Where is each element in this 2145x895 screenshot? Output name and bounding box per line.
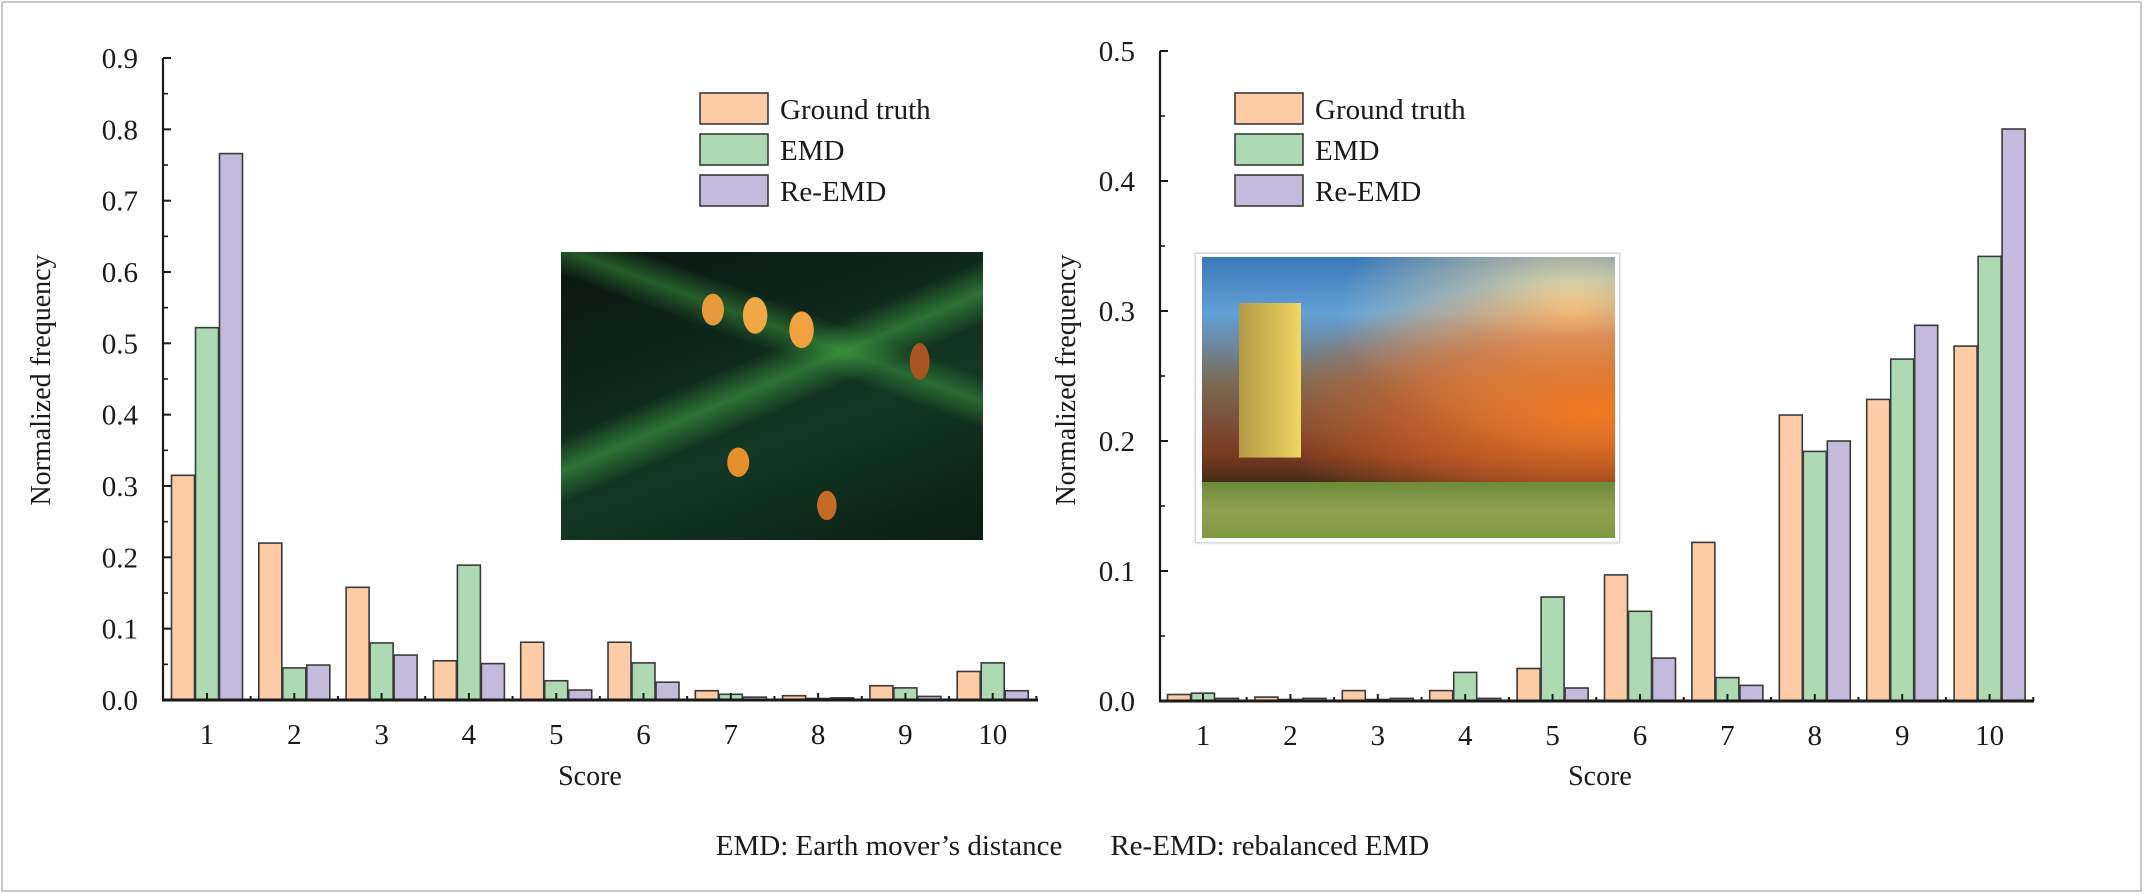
x-tick-label: 3: [374, 719, 389, 751]
y-tick-label: 0.5: [102, 328, 138, 360]
x-tick-label: 1: [1196, 720, 1211, 752]
x-tick-label: 6: [1633, 720, 1648, 752]
y-tick-label: 0.2: [1099, 426, 1135, 458]
x-tick-label: 6: [636, 719, 651, 751]
legend-left: Ground truth EMD Re-EMD: [699, 92, 931, 208]
x-axis-title: Score: [1568, 761, 1632, 792]
legend-swatch-emd: [699, 133, 769, 166]
y-tick-label: 0.0: [102, 685, 138, 717]
y-tick-label: 0.4: [102, 400, 139, 432]
y-tick-label: 0.0: [1099, 686, 1135, 718]
legend-label: Re-EMD: [1315, 176, 1421, 208]
x-tick-label: 5: [1545, 720, 1560, 752]
y-tick-label: 0.1: [102, 614, 138, 646]
figure-caption: EMD: Earth mover’s distance Re-EMD: rebal…: [0, 830, 2145, 863]
legend-label: EMD: [780, 135, 844, 167]
caption-re-emd: Re-EMD: rebalanced EMD: [1110, 830, 1430, 862]
x-tick-label: 4: [462, 719, 477, 751]
legend-swatch-emd: [1234, 133, 1304, 166]
caption-emd: EMD: Earth mover’s distance: [715, 830, 1063, 862]
x-tick-label: 7: [1720, 720, 1735, 752]
legend-swatch-ground-truth: [699, 92, 769, 125]
x-tick-label: 1: [200, 719, 215, 751]
y-tick-label: 0.5: [1099, 36, 1135, 68]
legend-right: Ground truth EMD Re-EMD: [1234, 92, 1466, 208]
y-tick-label: 0.6: [102, 257, 138, 289]
y-tick-label: 0.2: [102, 542, 138, 574]
y-tick-label: 0.9: [102, 43, 138, 75]
legend-label: Ground truth: [1315, 94, 1466, 126]
y-axis-title: Normalized frequency: [26, 254, 57, 505]
legend-swatch-re-emd: [1234, 174, 1304, 207]
y-tick-label: 0.7: [102, 186, 138, 218]
y-tick-label: 0.8: [102, 114, 138, 146]
y-axis-title: Normalized frequency: [1051, 254, 1082, 505]
y-tick-label: 0.1: [1099, 556, 1135, 588]
x-tick-label: 9: [898, 719, 913, 751]
inset-image-tower: [1202, 257, 1615, 538]
y-tick-label: 0.4: [1099, 166, 1136, 198]
x-tick-label: 2: [1283, 720, 1298, 752]
y-tick-label: 0.3: [102, 471, 138, 503]
chart-right: 1 2 3 4 5 6 7 8 9 10 0.0 0.1 0.2 0.3 0.4 0.5 Score Normal…: [1051, 36, 2035, 792]
x-tick-label: 8: [811, 719, 826, 751]
legend-label: Re-EMD: [780, 176, 886, 208]
x-tick-label: 10: [1975, 720, 2004, 752]
x-tick-label: 8: [1808, 720, 1823, 752]
legend-swatch-ground-truth: [1234, 92, 1304, 125]
chart-left: 1 2 3 4 5 6 7 8 9 10 0.0 0.1 0.2 0.3 0.4 0.5 0.6 0.7 0.8 0.…: [26, 43, 1038, 792]
x-tick-label: 5: [549, 719, 564, 751]
x-tick-label: 7: [724, 719, 739, 751]
x-tick-label: 4: [1458, 720, 1473, 752]
x-tick-label: 2: [287, 719, 302, 751]
x-axis-title: Score: [558, 761, 622, 792]
y-tick-label: 0.3: [1099, 296, 1135, 328]
legend-label: EMD: [1315, 135, 1379, 167]
inset-image-circuit-board: [561, 252, 983, 540]
x-tick-label: 9: [1895, 720, 1910, 752]
x-tick-label: 10: [978, 719, 1007, 751]
x-tick-label: 3: [1371, 720, 1386, 752]
legend-label: Ground truth: [780, 94, 931, 126]
legend-swatch-re-emd: [699, 174, 769, 207]
